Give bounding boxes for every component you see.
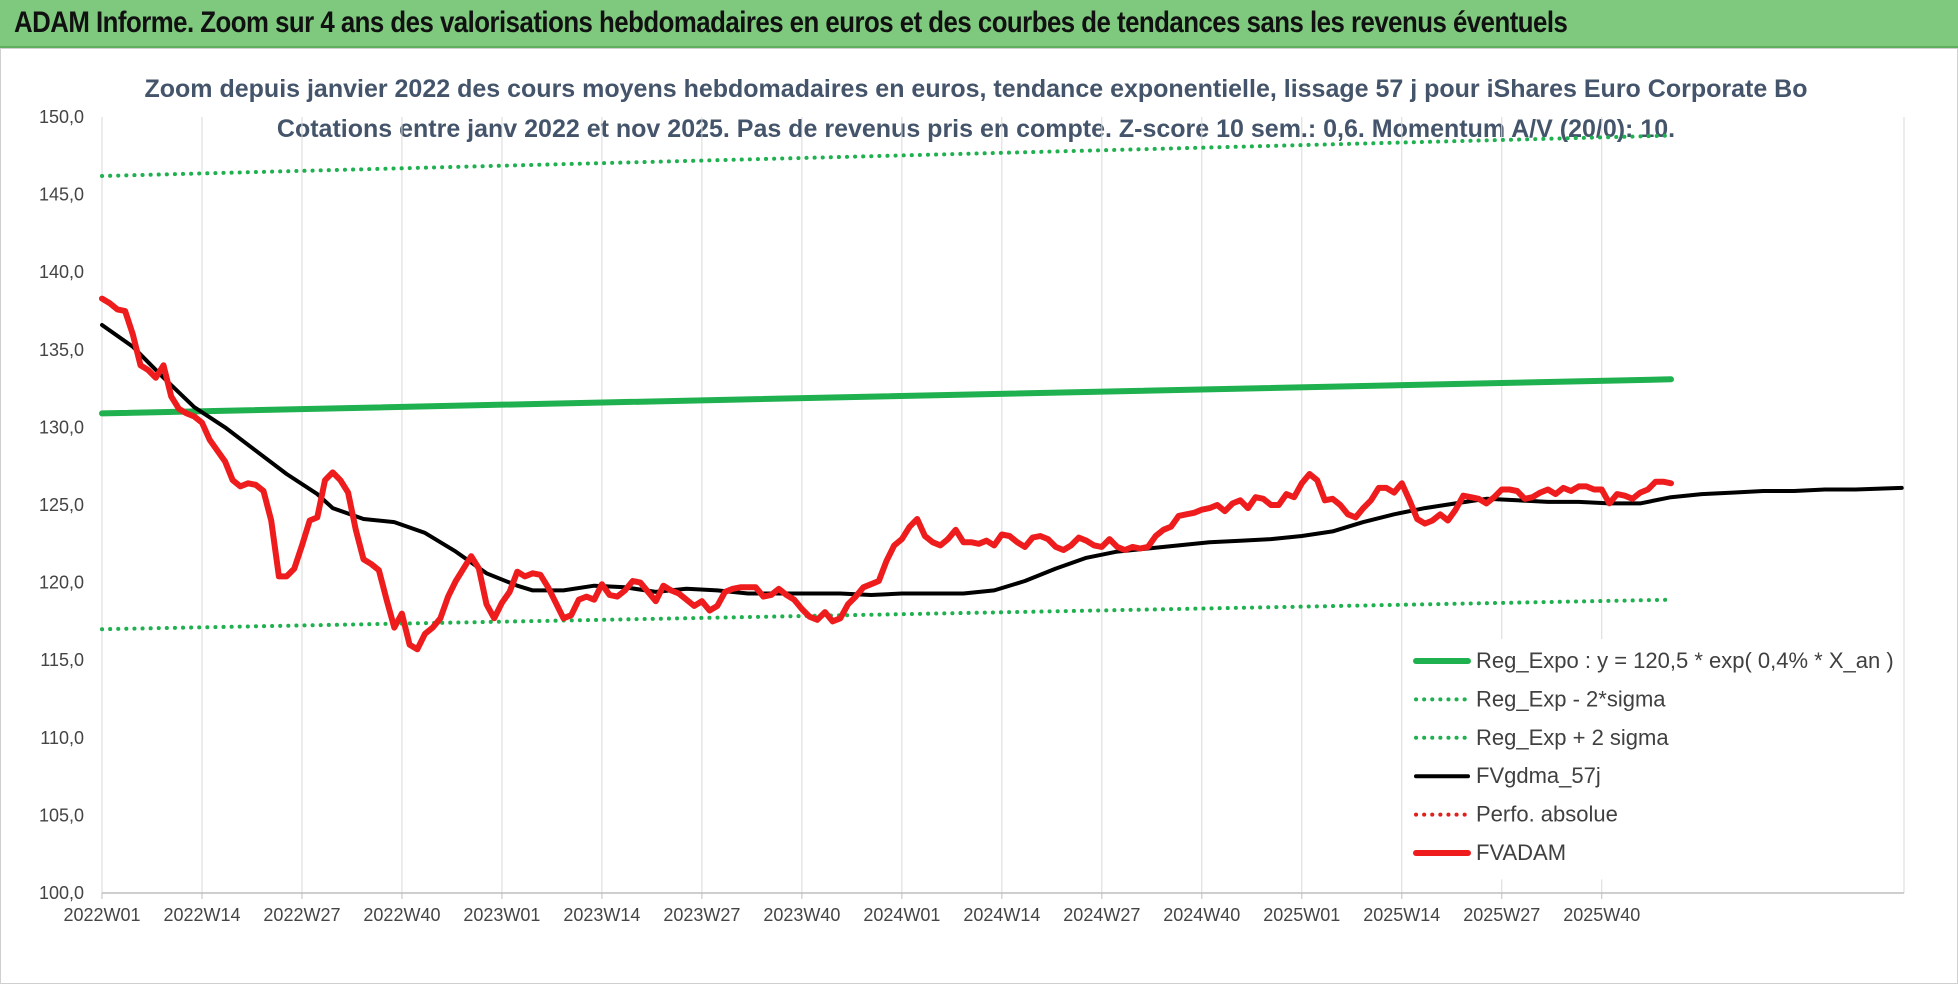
series-line-5 bbox=[99, 295, 1674, 653]
legend-label-5: FVADAM bbox=[1476, 840, 1566, 865]
x-tick-label: 2022W01 bbox=[63, 905, 140, 925]
x-tick-label: 2025W01 bbox=[1263, 905, 1340, 925]
x-tick-label: 2024W01 bbox=[863, 905, 940, 925]
x-tick-label: 2024W40 bbox=[1163, 905, 1240, 925]
y-tick-label: 105,0 bbox=[39, 805, 84, 825]
x-tick-label: 2023W14 bbox=[563, 905, 640, 925]
y-tick-label: 135,0 bbox=[39, 340, 84, 360]
chart-subtitle: Cotations entre janv 2022 et nov 2025. P… bbox=[277, 115, 1675, 143]
y-tick-label: 130,0 bbox=[39, 417, 84, 437]
y-tick-label: 110,0 bbox=[40, 728, 84, 748]
chart-series bbox=[99, 133, 1904, 653]
y-tick-label: 150,0 bbox=[39, 107, 84, 127]
x-tick-label: 2024W14 bbox=[963, 905, 1040, 925]
y-tick-label: 140,0 bbox=[39, 262, 84, 282]
x-tick-label: 2024W27 bbox=[1063, 905, 1140, 925]
report-header-title: ADAM Informe. Zoom sur 4 ans des valoris… bbox=[14, 6, 1568, 39]
report-header-banner: ADAM Informe. Zoom sur 4 ans des valoris… bbox=[0, 0, 1958, 48]
legend-background bbox=[1410, 639, 1890, 880]
chart-area: Zoom depuis janvier 2022 des cours moyen… bbox=[0, 48, 1958, 984]
x-tick-label: 2023W40 bbox=[763, 905, 840, 925]
x-tick-label: 2022W14 bbox=[163, 905, 240, 925]
y-tick-label: 115,0 bbox=[40, 650, 84, 670]
y-tick-label: 145,0 bbox=[39, 185, 84, 205]
legend-label-4: Perfo. absolue bbox=[1476, 802, 1618, 827]
chart-axes: 2022W01 2022W14 2022W27 2022W40 2023W01 2023W… bbox=[39, 107, 1904, 925]
legend-label-0: Reg_Expo : y = 120,5 * exp( 0,4% * X_an … bbox=[1476, 648, 1894, 673]
legend-label-3: FVgdma_57j bbox=[1476, 763, 1601, 788]
y-tick-label: 125,0 bbox=[39, 495, 84, 515]
series-line-3 bbox=[100, 323, 1904, 597]
series-line-2 bbox=[100, 133, 1673, 178]
chart-grid bbox=[101, 117, 1905, 893]
y-tick-label: 120,0 bbox=[39, 573, 84, 593]
x-tick-label: 2022W27 bbox=[263, 905, 340, 925]
y-tick-label: 100,0 bbox=[39, 883, 84, 903]
x-tick-label: 2025W27 bbox=[1463, 905, 1540, 925]
series-line-0 bbox=[99, 376, 1674, 417]
x-tick-label: 2025W14 bbox=[1363, 905, 1440, 925]
x-tick-label: 2023W01 bbox=[463, 905, 540, 925]
legend-label-1: Reg_Exp - 2*sigma bbox=[1476, 686, 1666, 711]
legend-label-2: Reg_Exp + 2 sigma bbox=[1476, 725, 1669, 750]
series-line-1 bbox=[100, 597, 1673, 632]
chart-legend: Reg_Expo : y = 120,5 * exp( 0,4% * X_an … bbox=[1410, 639, 1894, 880]
x-tick-label: 2022W40 bbox=[363, 905, 440, 925]
x-tick-label: 2025W40 bbox=[1563, 905, 1640, 925]
chart-title: Zoom depuis janvier 2022 des cours moyen… bbox=[144, 75, 1807, 103]
x-tick-label: 2023W27 bbox=[663, 905, 740, 925]
line-chart: Zoom depuis janvier 2022 des cours moyen… bbox=[39, 75, 1905, 925]
